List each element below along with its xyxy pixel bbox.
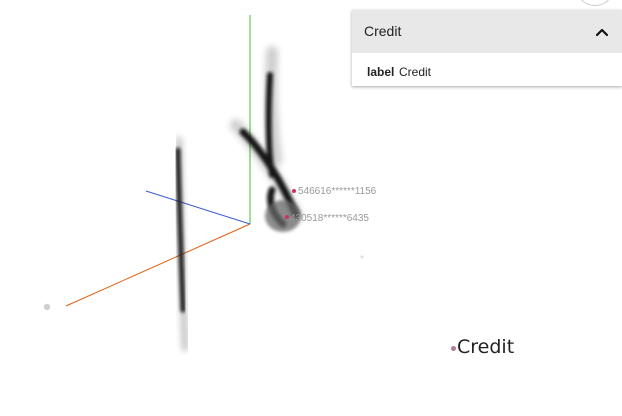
legend-label[interactable]: Credit [457,336,515,358]
point-cluster-grey [265,200,301,232]
highlight-point[interactable] [292,189,296,193]
z-axis-line [145,190,251,225]
legend-dot [451,346,456,351]
highlight-point[interactable] [285,215,289,219]
chevron-up-icon[interactable] [594,24,610,40]
point-label: 546616******1156 [298,186,377,197]
point-details-panel: Credit label Credit [352,10,622,86]
outlier-point [360,255,364,259]
point-cluster-left-halo [176,137,188,351]
panel-title: Credit [364,23,402,39]
panel-header[interactable]: Credit [352,10,622,53]
panel-body: label Credit [352,53,622,86]
outlier-point [43,303,51,311]
field-key: label [367,65,395,79]
field-value: Credit [399,65,432,79]
point-label: 430518******6435 [290,213,369,224]
x-axis-line [65,223,251,307]
